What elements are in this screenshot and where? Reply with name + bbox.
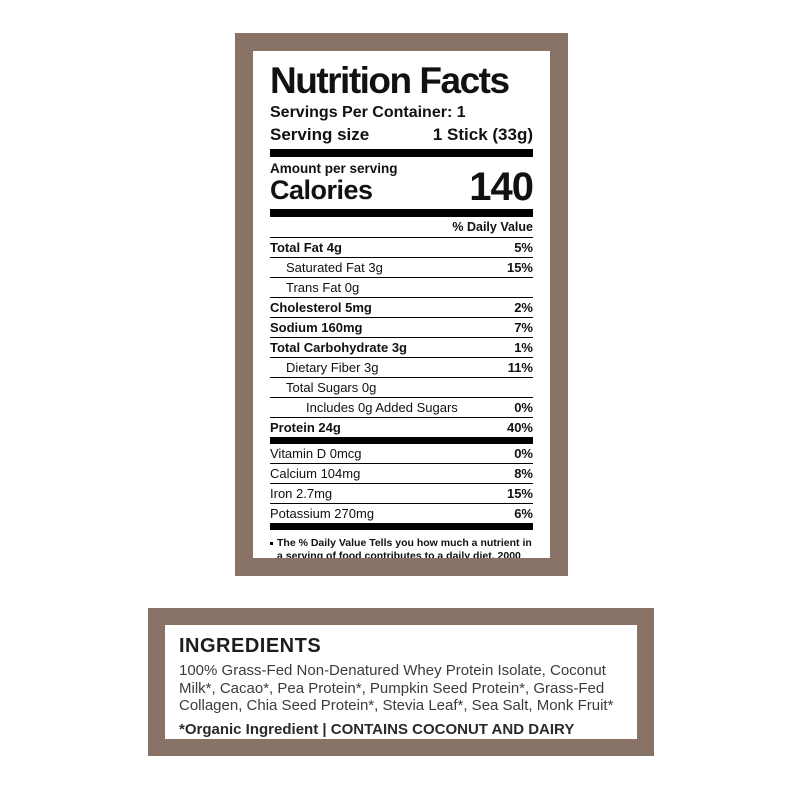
footnote-text: The % Daily Value Tells you how much a n… [277, 537, 532, 558]
footnote-bullet-icon [270, 542, 273, 545]
nutrient-row: Protein 24g 40% [270, 418, 533, 437]
calories-section: Amount per serving Calories 140 [270, 161, 534, 209]
vitamin-label: Iron 2.7mg [270, 485, 333, 501]
vitamin-label: Potassium 270mg [270, 505, 375, 521]
nutrition-facts-label: Nutrition Facts Servings Per Container: … [253, 51, 550, 558]
nutrition-title: Nutrition Facts [270, 60, 510, 101]
vitamin-row: Calcium 104mg 8% [270, 464, 533, 484]
vitamin-daily-value: 8% [514, 465, 533, 481]
vitamin-label: Vitamin D 0mcg [270, 445, 362, 461]
nutrient-label: Trans Fat 0g [286, 279, 360, 295]
nutrient-row: Total Carbohydrate 3g 1% [270, 338, 533, 358]
vitamin-label: Calcium 104mg [270, 465, 361, 481]
vitamin-daily-value: 6% [514, 505, 533, 521]
nutrient-label: Total Sugars 0g [286, 379, 377, 395]
nutrient-daily-value: 15% [506, 259, 533, 275]
serving-size-value: 1 Stick (33g) [432, 125, 533, 144]
vitamin-daily-value: 15% [506, 485, 533, 501]
vitamin-daily-value: 0% [514, 445, 533, 461]
serving-size-label: Serving size [270, 125, 370, 144]
calories-label: Calories [270, 175, 373, 205]
nutrient-row: Includes 0g Added Sugars 0% [270, 398, 533, 418]
vitamin-row: Potassium 270mg 6% [270, 504, 533, 523]
nutrient-label: Cholesterol 5mg [270, 299, 372, 315]
calories-value: 140 [469, 165, 534, 209]
thick-divider [270, 523, 533, 530]
nutrient-label: Total Fat 4g [270, 239, 342, 255]
nutrient-daily-value: 40% [506, 419, 533, 435]
nutrient-label: Protein 24g [270, 419, 341, 435]
thick-divider [270, 209, 533, 217]
thick-divider [270, 437, 533, 444]
daily-value-header: % Daily Value [270, 217, 533, 238]
nutrient-daily-value: 11% [507, 359, 533, 375]
nutrient-row: Trans Fat 0g [270, 278, 533, 298]
ingredients-panel: INGREDIENTS 100% Grass-Fed Non-Denatured… [148, 608, 654, 756]
ingredients-list: 100% Grass-Fed Non-Denatured Whey Protei… [179, 662, 614, 714]
daily-value-footnote: The % Daily Value Tells you how much a n… [270, 537, 533, 558]
ingredients-box: INGREDIENTS 100% Grass-Fed Non-Denatured… [165, 625, 637, 739]
nutrient-label: Total Carbohydrate 3g [270, 339, 408, 355]
allergen-warning: CONTAINS COCONUT AND DAIRY [330, 720, 575, 738]
organic-ingredient-note: *Organic Ingredient | [179, 720, 331, 738]
nutrient-row: Saturated Fat 3g 15% [270, 258, 533, 278]
nutrient-row: Dietary Fiber 3g 11% [270, 358, 533, 378]
vitamin-row: Iron 2.7mg 15% [270, 484, 533, 504]
nutrient-daily-value: 0% [514, 399, 533, 415]
nutrient-row: Total Sugars 0g [270, 378, 533, 398]
ingredients-title: INGREDIENTS [179, 635, 322, 657]
nutrient-row: Sodium 160mg 7% [270, 318, 533, 338]
nutrient-label: Includes 0g Added Sugars [306, 399, 458, 415]
ingredients-note: *Organic Ingredient | CONTAINS COCONUT A… [179, 721, 623, 738]
vitamin-rows: Vitamin D 0mcg 0% Calcium 104mg 8% Iron … [270, 444, 533, 523]
thick-divider [270, 149, 533, 157]
vitamin-row: Vitamin D 0mcg 0% [270, 444, 533, 464]
nutrition-facts-panel: Nutrition Facts Servings Per Container: … [235, 33, 568, 576]
nutrient-row: Cholesterol 5mg 2% [270, 298, 533, 318]
nutrient-label: Saturated Fat 3g [286, 259, 383, 275]
nutrient-row: Total Fat 4g 5% [270, 238, 533, 258]
amount-per-serving-label: Amount per serving [270, 161, 398, 176]
serving-size-row: Serving size 1 Stick (33g) [270, 125, 533, 144]
nutrient-label: Sodium 160mg [270, 319, 363, 335]
nutrient-label: Dietary Fiber 3g [286, 359, 379, 375]
nutrient-daily-value: 1% [514, 339, 533, 355]
servings-per-container: Servings Per Container: 1 [270, 104, 466, 121]
nutrient-rows: Total Fat 4g 5% Saturated Fat 3g 15% Tra… [270, 238, 533, 437]
nutrient-daily-value: 2% [514, 299, 533, 315]
nutrient-daily-value: 5% [514, 239, 533, 255]
nutrient-daily-value: 7% [514, 319, 533, 335]
